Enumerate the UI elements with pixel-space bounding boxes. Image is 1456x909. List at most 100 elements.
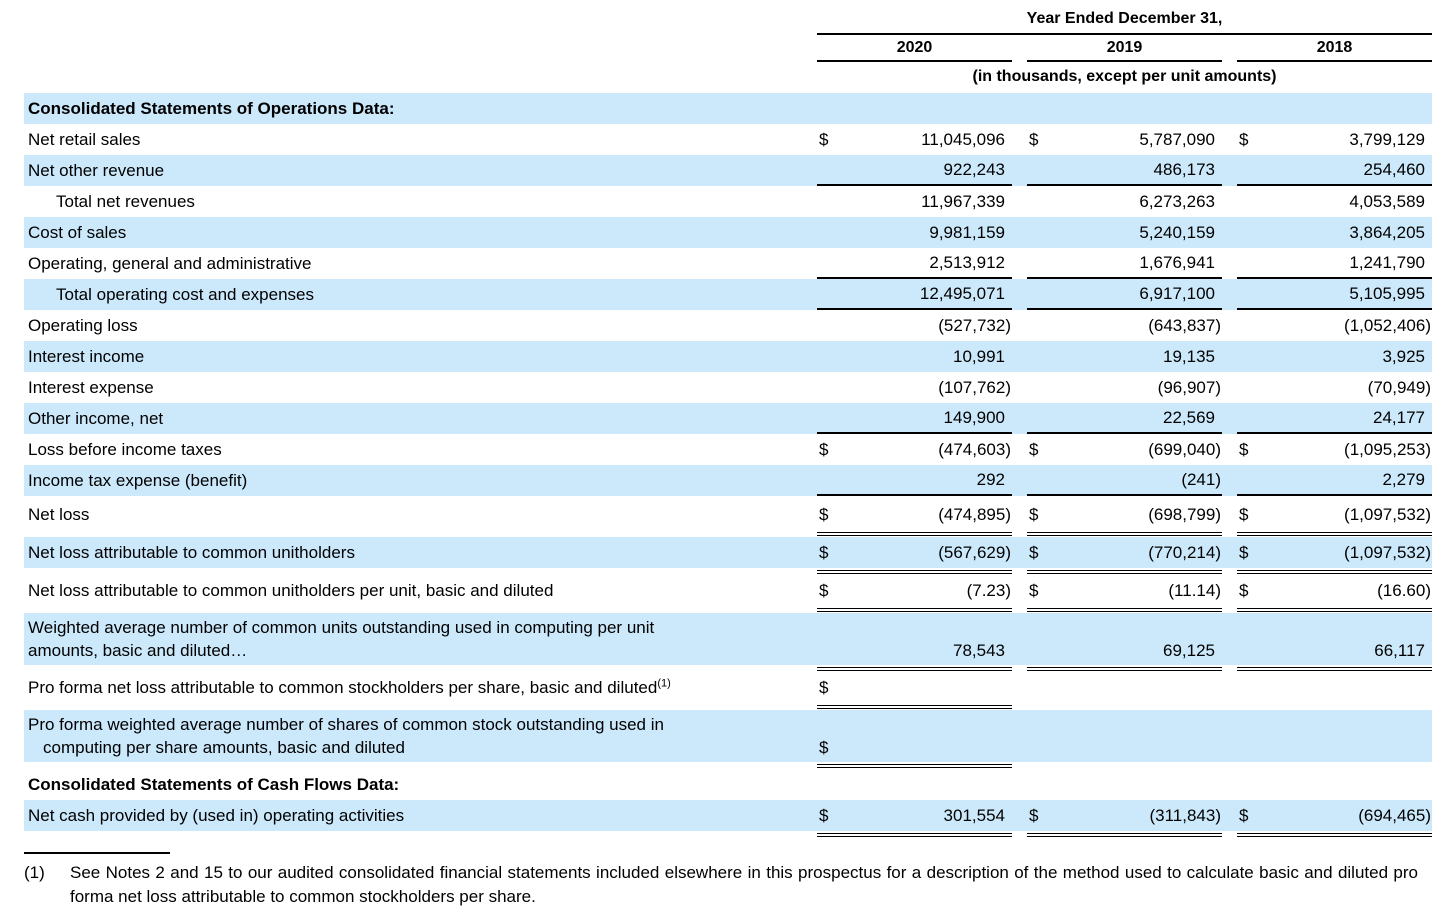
table-row: Total net revenues 11,967,339 6,273,263 4,0… (24, 186, 1432, 217)
amount-cell-2019 (1027, 710, 1222, 762)
amount-value: 78,543 (953, 641, 1005, 660)
footnote: (1) See Notes 2 and 15 to our audited co… (24, 852, 1432, 909)
amount-cell-2018: (70,949) (1237, 372, 1432, 403)
row-label: Net loss (24, 505, 802, 525)
amount-value: 149,900 (943, 407, 1005, 427)
table-header: Year Ended December 31, 2020 2019 2018 (in… (24, 0, 1432, 91)
row-label-line1: Operating, general and administrative (28, 253, 312, 273)
units-caption: (in thousands, except per unit amounts) (972, 68, 1277, 85)
amount-cell-2020: 11,967,339 (817, 186, 1012, 217)
amount-value: (16.60) (1377, 580, 1431, 600)
amount-cell-2020: $ (817, 672, 1012, 709)
row-label: Other income, net (24, 409, 802, 429)
amount-cell-2020: $ (817, 710, 1012, 768)
amount-cell-2019: (643,837) (1027, 310, 1222, 341)
amount-cell-2019: 486,173 (1027, 155, 1222, 186)
table-row: Net cash provided by (used in) operating… (24, 800, 1432, 837)
table-body: Consolidated Statements of Operations Da… (24, 93, 1432, 838)
table-row: Other income, net 149,900 22,569 24,177 (24, 403, 1432, 434)
row-label: Consolidated Statements of Cash Flows Da… (24, 775, 802, 795)
row-label-line1: Net loss attributable to common unithold… (28, 542, 355, 562)
amount-cell-2020: 149,900 (817, 403, 1012, 434)
row-label: Total net revenues (24, 192, 802, 212)
amount-value: 3,925 (1382, 346, 1425, 366)
row-label-line1: Other income, net (28, 408, 164, 428)
row-label: Income tax expense (benefit) (24, 471, 802, 491)
currency-symbol: $ (1029, 805, 1039, 825)
amount-value: (643,837) (1148, 315, 1221, 335)
amount-value: (474,603) (938, 439, 1011, 459)
row-label: Operating, general and administrative (24, 254, 802, 274)
row-label-line1: Income tax expense (benefit) (28, 470, 248, 490)
currency-symbol: $ (1029, 439, 1039, 459)
amount-cell-2018: $ (16.60) (1237, 575, 1432, 612)
amount-cell-2018: $ (1,097,532) (1237, 499, 1432, 536)
currency-symbol: $ (819, 805, 829, 825)
amount-cell-2019: 5,240,159 (1027, 217, 1222, 248)
amount-cell-2020: $11,045,096 (817, 124, 1012, 155)
amount-cell-2020: $ (567,629) (817, 537, 1012, 574)
row-label-line1: Net other revenue (28, 160, 165, 180)
amount-cell-2019: 19,135 (1027, 341, 1222, 372)
amount-value: 2,513,912 (929, 252, 1005, 272)
amount-cell-2019: 69,125 (1027, 613, 1222, 671)
table-row: Cost of sales 9,981,159 5,240,159 3,864,205 (24, 217, 1432, 248)
footnote-body: (1) See Notes 2 and 15 to our audited co… (24, 861, 1432, 909)
row-label-line1: Net loss attributable to common unithold… (28, 580, 554, 600)
amount-cell-2019: 6,917,100 (1027, 279, 1222, 310)
row-label: Pro forma net loss attributable to commo… (24, 677, 802, 698)
amount-value: 9,981,159 (929, 222, 1005, 242)
amount-cell-2018: 254,460 (1237, 155, 1432, 186)
amount-cell-2018: 3,864,205 (1237, 217, 1432, 248)
row-label: Interest income (24, 347, 802, 367)
amount-value: (567,629) (938, 542, 1011, 562)
currency-symbol: $ (819, 580, 829, 600)
amount-value: 66,117 (1374, 641, 1425, 660)
row-label: Net loss attributable to common unithold… (24, 543, 802, 563)
amount-cell-2020: $ (7.23) (817, 575, 1012, 612)
year-column-header: 2018 (1237, 35, 1432, 62)
amount-cell-2018 (1237, 93, 1432, 124)
amount-value: (241) (1181, 469, 1221, 489)
row-label-line1: Consolidated Statements of Operations Da… (28, 98, 395, 118)
amount-value: 24,177 (1373, 407, 1425, 427)
year-row: 2020 2019 2018 (817, 35, 1432, 62)
row-label-line1: Operating loss (28, 315, 138, 335)
header-left-spacer (24, 6, 802, 91)
row-label-line1: Weighted average number of common units … (28, 618, 655, 637)
table-row: Pro forma weighted average number of sha… (24, 710, 1432, 768)
amount-cell-2019: 22,569 (1027, 403, 1222, 434)
amount-cell-2020: $ (474,895) (817, 499, 1012, 536)
currency-symbol: $ (819, 504, 829, 524)
table-row: Loss before income taxes $ (474,603) $ (699,… (24, 434, 1432, 465)
currency-symbol: $ (819, 542, 829, 562)
row-label: Net retail sales (24, 130, 802, 150)
row-label: Net other revenue (24, 161, 802, 181)
amount-value: 11,967,339 (921, 191, 1005, 211)
amount-value: 22,569 (1163, 407, 1215, 427)
currency-symbol: $ (1029, 580, 1039, 600)
amount-value: (1,052,406) (1344, 315, 1431, 335)
footnote-text: See Notes 2 and 15 to our audited consol… (70, 863, 1418, 906)
table-row: Net loss attributable to common unithold… (24, 537, 1432, 574)
amount-cell-2020: $ (474,603) (817, 434, 1012, 465)
amount-cell-2020: 10,991 (817, 341, 1012, 372)
amount-value: (96,907) (1157, 377, 1221, 397)
row-label-line1: Pro forma net loss attributable to commo… (28, 677, 658, 697)
amount-cell-2020: (527,732) (817, 310, 1012, 341)
table-row: Interest income 10,991 19,135 3,925 (24, 341, 1432, 372)
amount-value: (698,799) (1148, 504, 1221, 524)
table-row: Consolidated Statements of Cash Flows Da… (24, 769, 1432, 800)
table-row: Weighted average number of common units … (24, 613, 1432, 671)
amount-value: 2,279 (1382, 469, 1425, 489)
amount-value: (311,843) (1149, 805, 1221, 825)
amount-cell-2018: 2,279 (1237, 465, 1432, 496)
table-row: Interest expense (107,762) (96,907) (70,949… (24, 372, 1432, 403)
footnote-rule (24, 852, 170, 854)
row-label-line1: Net retail sales (28, 129, 141, 149)
amount-cell-2019: (96,907) (1027, 372, 1222, 403)
amount-cell-2020 (817, 93, 1012, 124)
amount-cell-2018 (1237, 710, 1432, 762)
currency-symbol: $ (1239, 439, 1249, 459)
